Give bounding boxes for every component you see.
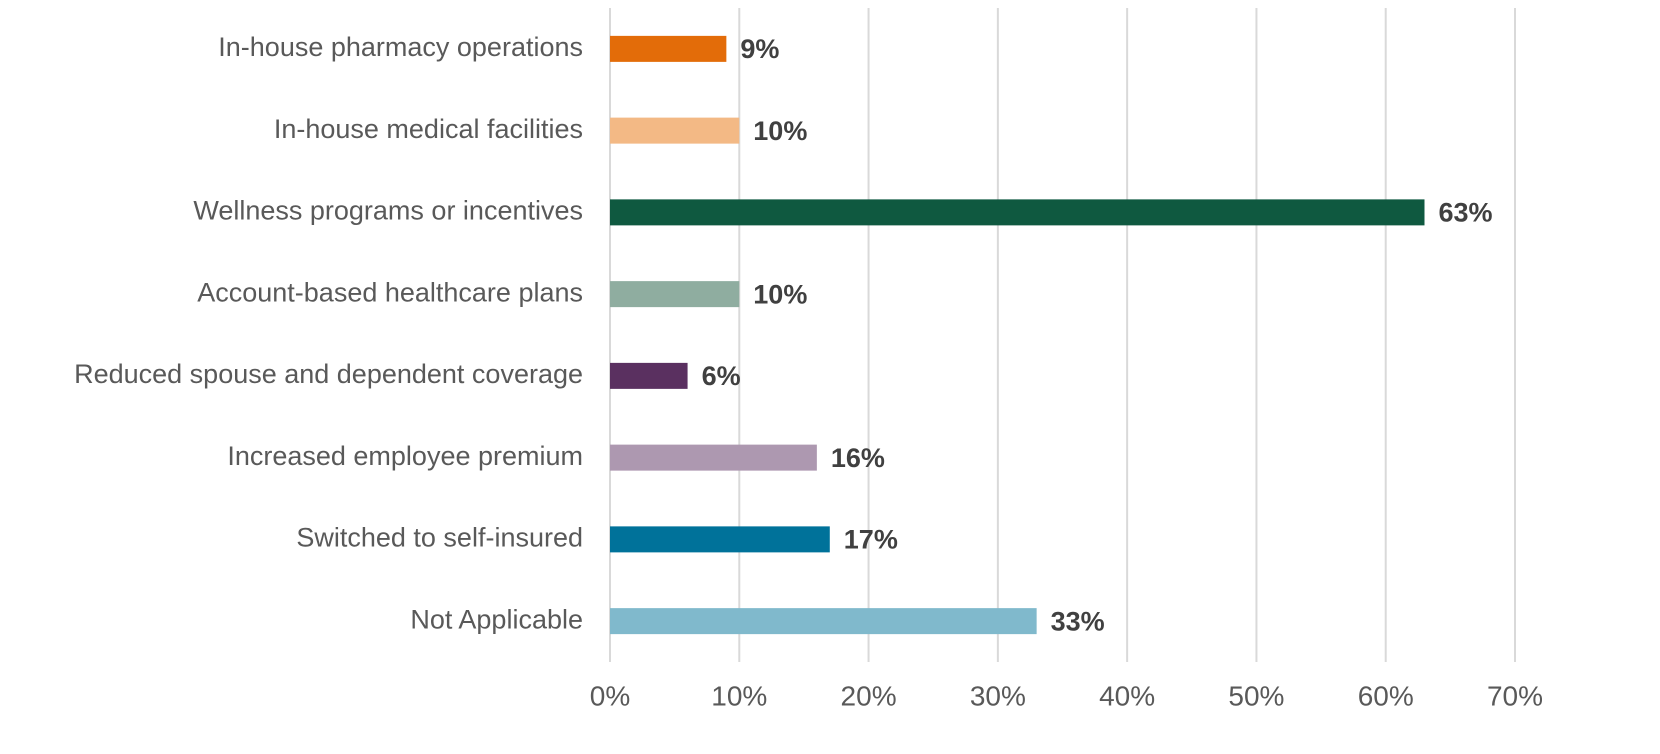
x-tick-label: 0% xyxy=(590,680,630,711)
value-label: 17% xyxy=(844,525,898,555)
y-tick-label: Not Applicable xyxy=(410,604,583,634)
x-tick-label: 50% xyxy=(1228,680,1284,711)
value-label: 16% xyxy=(831,443,885,473)
bar xyxy=(610,117,740,144)
value-label: 9% xyxy=(740,34,779,64)
bar xyxy=(610,608,1037,635)
x-tick-label: 20% xyxy=(841,680,897,711)
y-tick-label: In-house pharmacy operations xyxy=(218,32,583,62)
y-tick-label: Wellness programs or incentives xyxy=(193,196,583,226)
y-tick-label: Increased employee premium xyxy=(227,441,583,471)
x-tick-label: 10% xyxy=(711,680,767,711)
bar xyxy=(610,526,830,553)
value-label: 10% xyxy=(753,116,807,146)
value-label: 10% xyxy=(753,279,807,309)
y-tick-label: Account-based healthcare plans xyxy=(197,277,583,307)
y-tick-label: Switched to self-insured xyxy=(296,523,583,553)
value-label: 6% xyxy=(702,361,741,391)
bar xyxy=(610,199,1425,226)
y-tick-label: Reduced spouse and dependent coverage xyxy=(74,359,583,389)
x-tick-label: 40% xyxy=(1099,680,1155,711)
bar xyxy=(610,281,740,308)
value-label: 63% xyxy=(1439,198,1493,228)
value-label: 33% xyxy=(1051,606,1105,636)
bar xyxy=(610,35,727,62)
y-tick-label: In-house medical facilities xyxy=(274,114,583,144)
x-tick-label: 30% xyxy=(970,680,1026,711)
bar xyxy=(610,362,688,389)
x-tick-label: 60% xyxy=(1358,680,1414,711)
x-tick-label: 70% xyxy=(1487,680,1543,711)
bar xyxy=(610,444,817,471)
